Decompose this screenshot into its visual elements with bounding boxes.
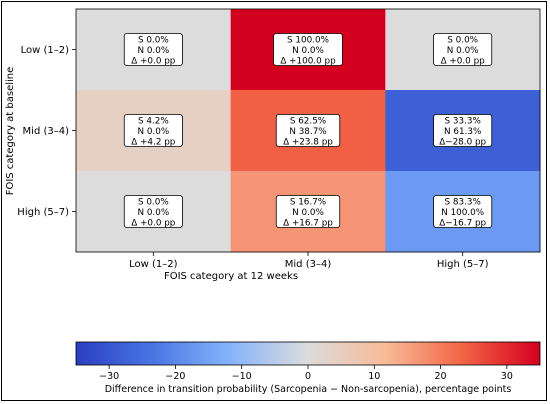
cell-annotation-text: S 100.0% xyxy=(287,36,329,46)
cell-annotation-text: N 0.0% xyxy=(137,127,169,137)
colorbar-tick-label: −20 xyxy=(165,371,185,382)
x-tick-label: Mid (3–4) xyxy=(285,259,332,270)
cell-annotation-text: Δ−28.0 pp xyxy=(439,138,486,148)
cell-annotation-text: S 0.0% xyxy=(138,36,169,46)
colorbar-tick-label: 30 xyxy=(501,371,513,382)
cell-annotation-text: Δ +0.0 pp xyxy=(131,219,176,229)
cell-annotation-text: S 83.3% xyxy=(445,198,481,208)
cell-annotation-box xyxy=(433,114,493,147)
cell-annotation-text: N 100.0% xyxy=(441,208,484,218)
x-axis-label: FOIS category at 12 weeks xyxy=(164,271,298,282)
cell-annotation-text: N 0.0% xyxy=(292,208,324,218)
y-tick-label: Low (1–2) xyxy=(21,45,69,56)
colorbar-tick-label: 20 xyxy=(435,371,447,382)
cell-annotation-box xyxy=(123,195,183,228)
colorbar-label: Difference in transition probability (Sa… xyxy=(105,384,512,395)
cell-annotation-text: Δ +4.2 pp xyxy=(131,138,176,148)
cell-annotation-text: S 4.2% xyxy=(138,117,169,127)
heatmap: S 0.0%N 0.0%Δ +0.0 ppS 100.0%N 0.0%Δ +10… xyxy=(75,8,541,253)
cell-annotation-text: N 0.0% xyxy=(137,208,169,218)
colorbar: −30 −20 −10 0 10 20 30 Difference in transitio… xyxy=(75,341,541,395)
x-tick-label: Low (1–2) xyxy=(129,259,177,270)
cell-annotation-box xyxy=(123,114,183,147)
cell-annotation-text: N 0.0% xyxy=(447,46,479,56)
cell-annotation-text: Δ +16.7 pp xyxy=(283,219,333,229)
cell-annotation-box xyxy=(275,195,341,228)
colorbar-tick-label: −30 xyxy=(99,371,119,382)
cell-annotation-text: S 0.0% xyxy=(138,198,169,208)
cell-annotation-box xyxy=(123,33,183,66)
cell-annotation-text: S 62.5% xyxy=(290,117,326,127)
cell-annotation-box xyxy=(433,195,493,228)
cell-annotation-box xyxy=(273,33,343,66)
y-tick-label: High (5–7) xyxy=(17,207,69,218)
y-axis-label: FOIS category at baseline xyxy=(5,67,16,196)
cell-annotation-text: S 16.7% xyxy=(290,198,326,208)
cell-annotation-text: Δ +0.0 pp xyxy=(441,57,486,67)
colorbar-tick-label: 0 xyxy=(305,371,311,382)
colorbar-tick-label: 10 xyxy=(368,371,380,382)
x-tick-labels: Low (1–2) Mid (3–4) High (5–7) xyxy=(129,252,489,270)
cell-annotation-text: N 0.0% xyxy=(137,46,169,56)
cell-annotation-text: Δ−16.7 pp xyxy=(439,219,486,229)
cell-annotation-text: Δ +100.0 pp xyxy=(280,57,336,67)
cell-annotation-text: Δ +0.0 pp xyxy=(131,57,176,67)
cell-annotation-text: S 0.0% xyxy=(447,36,478,46)
cell-annotation-text: S 33.3% xyxy=(445,117,481,127)
colorbar-tick-label: −10 xyxy=(232,371,252,382)
y-tick-labels: Low (1–2) Mid (3–4) High (5–7) xyxy=(17,45,76,218)
x-tick-label: High (5–7) xyxy=(437,259,489,270)
colorbar-ticks: −30 −20 −10 0 10 20 30 xyxy=(99,365,513,382)
cell-annotation-box xyxy=(433,33,493,66)
cell-annotation-text: Δ +23.8 pp xyxy=(283,138,333,148)
cell-annotation-box xyxy=(275,114,341,147)
colorbar-bar xyxy=(75,341,541,366)
cell-annotation-text: N 38.7% xyxy=(289,127,326,137)
cell-annotation-text: N 61.3% xyxy=(444,127,481,137)
cell-annotation-text: N 0.0% xyxy=(292,46,324,56)
y-tick-label: Mid (3–4) xyxy=(23,126,70,137)
